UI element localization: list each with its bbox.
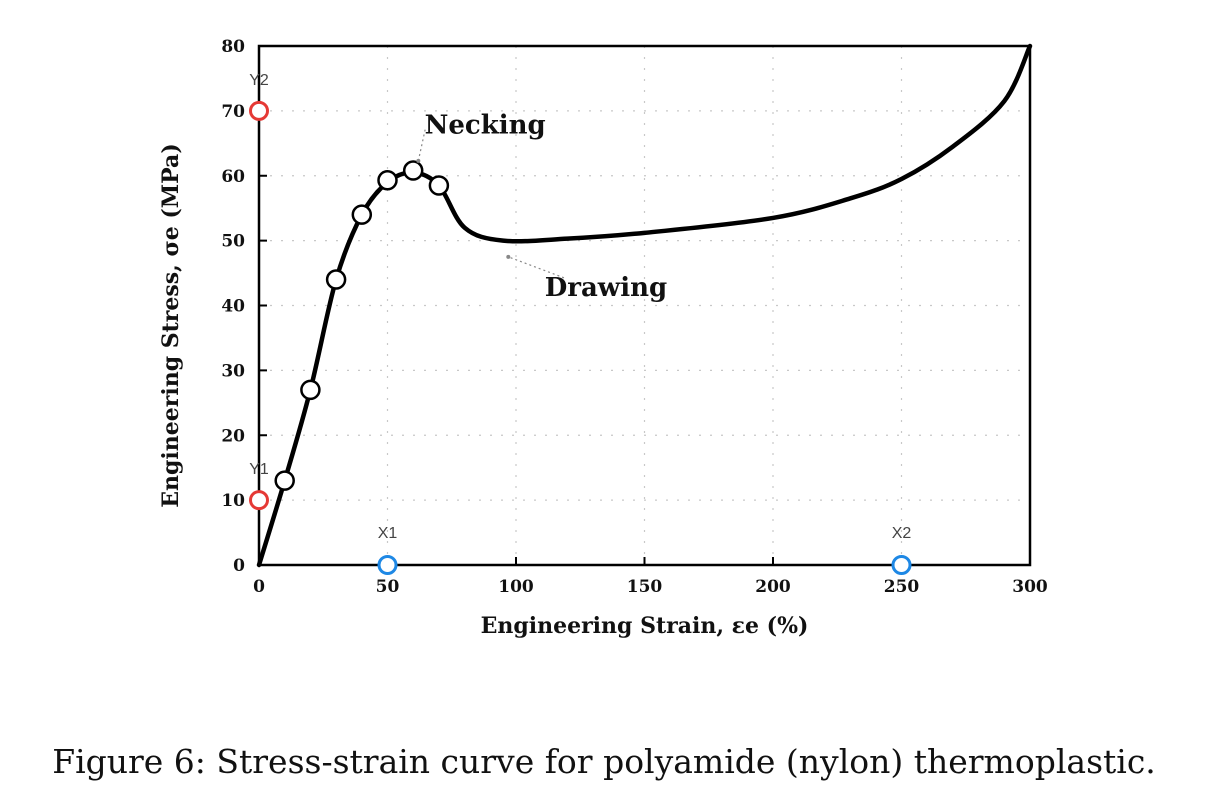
figure-caption: Figure 6: Stress-strain curve for polyam…: [52, 742, 1156, 781]
y-axis-label: Engineering Stress, σe (MPa): [158, 143, 184, 507]
annotation-leader: [417, 129, 426, 161]
axis-marker-x1: [377, 555, 398, 575]
axis-marker-label-x1: X1: [378, 525, 398, 542]
y-tick-label: 60: [221, 167, 245, 187]
annotations: Necking Drawing: [416, 111, 667, 303]
data-point: [351, 204, 373, 225]
data-point: [274, 470, 295, 491]
annotation-drawing: Drawing: [545, 273, 667, 303]
y-tick-label: 20: [221, 426, 245, 446]
y-tick-label: 30: [221, 361, 245, 381]
x-tick-label: 0: [253, 577, 265, 597]
axis-marker-label-x2: X2: [892, 525, 912, 542]
x-tick-label: 50: [376, 577, 400, 597]
axis-marker-label-y1: Y1: [249, 461, 269, 478]
data-point: [300, 379, 321, 401]
data-point: [377, 170, 398, 191]
x-tick-label: 150: [627, 577, 663, 597]
stress-strain-chart: 0 50 100 150 200 250 300 0 10 20 30 40 50 60 70 80 Nec…: [158, 37, 1048, 639]
axis-marker-y1: [249, 490, 269, 511]
axis-marker-x2: [891, 555, 912, 575]
y-tick-label: 80: [221, 37, 245, 57]
stress-strain-curve: [256, 43, 1033, 568]
axis-markers: Y2 Y1 X1 X2: [249, 72, 912, 575]
data-point: [402, 160, 424, 181]
y-tick-label: 50: [221, 232, 245, 252]
x-tick-label: 300: [1012, 577, 1048, 597]
data-point: [428, 175, 450, 196]
y-axis-ticks: 0 10 20 30 40 50 60 70 80: [221, 37, 267, 576]
annotation-necking: Necking: [425, 111, 546, 141]
axis-marker-y2: [249, 100, 269, 121]
y-tick-label: 0: [233, 556, 245, 576]
axis-marker-label-y2: Y2: [249, 72, 269, 89]
y-tick-label: 70: [221, 102, 245, 122]
y-tick-label: 10: [221, 491, 245, 511]
x-tick-label: 100: [498, 577, 534, 597]
y-tick-label: 40: [221, 297, 245, 317]
data-points: [274, 160, 450, 491]
x-axis-ticks: 0 50 100 150 200 250 300: [253, 557, 1048, 597]
annotation-arrowhead: [506, 254, 511, 259]
data-point: [325, 269, 347, 290]
grid-lines: [259, 46, 1030, 565]
x-axis-label: Engineering Strain, εe (%): [481, 613, 809, 639]
annotation-arrowhead: [416, 158, 421, 163]
x-tick-label: 250: [884, 577, 920, 597]
x-tick-label: 200: [755, 577, 791, 597]
